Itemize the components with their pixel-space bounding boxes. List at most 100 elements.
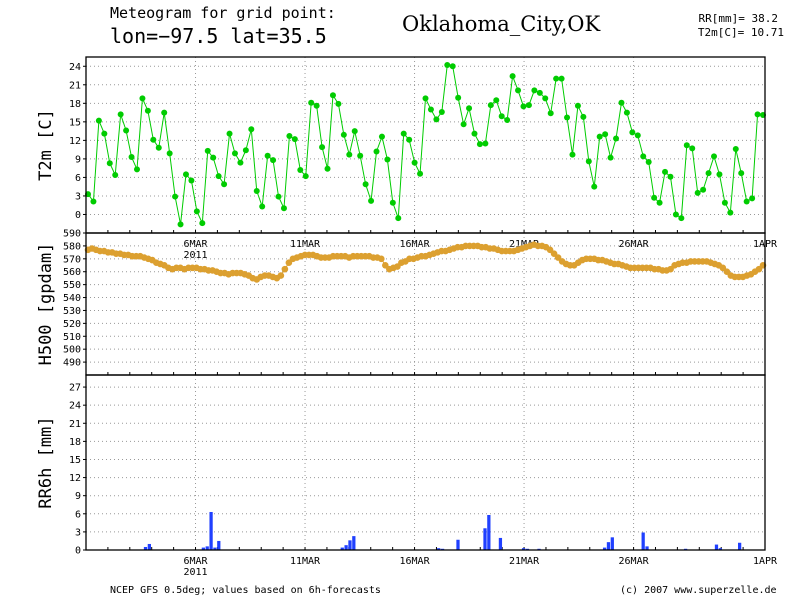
data-point — [564, 114, 571, 121]
data-point — [634, 132, 641, 139]
data-point — [308, 99, 315, 106]
data-point — [613, 135, 620, 142]
bar — [718, 548, 722, 550]
y-tick-label: 21 — [69, 419, 81, 430]
data-point — [569, 151, 576, 158]
data-point — [281, 265, 289, 273]
data-point — [553, 75, 560, 82]
x-tick-label: 26MAR — [619, 239, 650, 250]
y-tick-label: 520 — [63, 319, 81, 330]
bar — [143, 546, 148, 550]
data-point — [438, 108, 445, 115]
data-point — [90, 198, 97, 205]
data-point — [161, 109, 168, 116]
data-point — [678, 215, 685, 222]
data-point — [449, 63, 456, 70]
x-tick-label: 16MAR — [399, 239, 430, 250]
data-point — [754, 111, 761, 118]
data-point — [536, 89, 543, 96]
data-point — [335, 100, 342, 107]
bar — [602, 547, 607, 550]
data-point — [531, 87, 538, 94]
data-point — [498, 113, 505, 120]
x-tick-label: 1APR — [753, 556, 778, 567]
data-point — [172, 193, 179, 200]
data-point — [618, 99, 625, 106]
data-point — [662, 168, 669, 175]
data-point — [275, 193, 282, 200]
x-tick-label: 6MAR — [183, 556, 208, 567]
bar — [217, 540, 221, 550]
data-point — [242, 147, 249, 154]
data-point — [520, 103, 527, 110]
data-point — [591, 183, 598, 190]
bar — [348, 540, 352, 550]
title-line-1: Meteogram for grid point: — [110, 4, 336, 22]
data-point — [101, 130, 108, 137]
data-point — [286, 133, 293, 140]
bar — [340, 547, 344, 550]
bar — [487, 515, 491, 550]
data-point — [596, 133, 603, 140]
data-point — [482, 140, 489, 147]
data-point — [324, 165, 331, 172]
data-point — [378, 255, 385, 263]
data-point — [384, 156, 391, 163]
data-point — [623, 109, 630, 116]
data-point — [199, 220, 206, 227]
y-tick-label: 15 — [69, 117, 81, 128]
x-tick-label: 11MAR — [290, 239, 321, 250]
data-point — [580, 113, 587, 120]
data-point — [139, 95, 146, 102]
location-title: Oklahoma_City,OK — [402, 12, 601, 36]
data-point — [378, 133, 385, 140]
data-point — [656, 199, 663, 206]
data-point — [700, 186, 707, 193]
data-point — [711, 153, 718, 160]
x-tick-label: 21MAR — [509, 556, 540, 567]
data-point — [270, 157, 277, 164]
data-point — [319, 144, 326, 151]
y-tick-label: 6 — [75, 173, 81, 184]
data-point — [471, 130, 478, 137]
y-tick-label: 570 — [63, 254, 81, 265]
data-point — [651, 194, 658, 201]
bar — [483, 528, 487, 550]
data-point — [144, 107, 151, 114]
data-point — [411, 159, 418, 166]
bar — [437, 548, 441, 550]
y-tick-label: 21 — [69, 80, 81, 91]
bar — [352, 536, 356, 550]
data-point — [683, 142, 690, 149]
data-point — [210, 154, 217, 161]
data-point — [525, 102, 532, 109]
data-point — [721, 199, 728, 206]
data-point — [689, 145, 696, 152]
data-point — [422, 95, 429, 102]
y-tick-label: 500 — [63, 345, 81, 356]
data-point — [738, 170, 745, 177]
bar — [521, 548, 526, 550]
y-tick-label: 18 — [69, 437, 81, 448]
y-tick-label: 9 — [75, 154, 81, 165]
data-point — [716, 171, 723, 178]
data-point — [705, 170, 712, 177]
data-point — [417, 170, 424, 177]
data-point — [193, 208, 200, 215]
data-point — [558, 75, 565, 82]
data-point — [362, 181, 369, 188]
data-point — [351, 128, 358, 135]
bar — [641, 532, 645, 550]
y-tick-label: 27 — [69, 383, 81, 394]
data-point — [112, 171, 119, 178]
data-point — [427, 106, 434, 113]
data-point — [204, 147, 211, 154]
y-tick-label: 24 — [69, 62, 81, 73]
t2m-mean: T2m[C]= 10.71 — [697, 26, 784, 39]
y-tick-label: 580 — [63, 241, 81, 252]
data-point — [368, 197, 375, 204]
data-point — [302, 173, 309, 180]
data-point — [389, 199, 396, 206]
